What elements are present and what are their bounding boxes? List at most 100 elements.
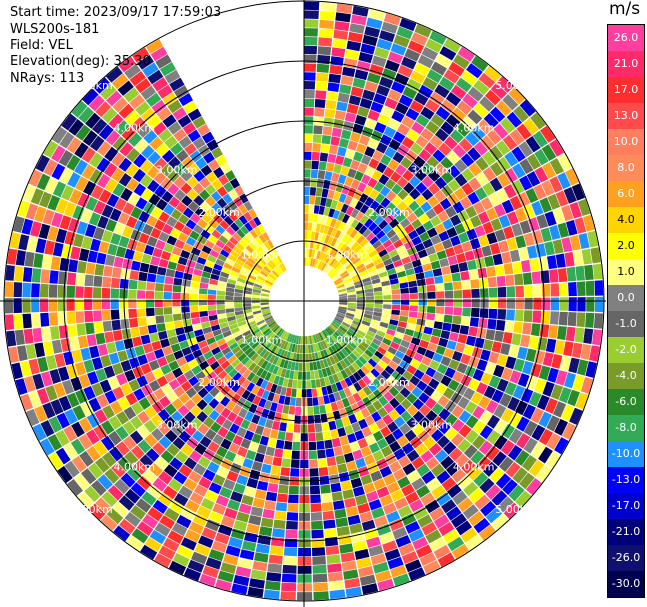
velocity-gate (68, 119, 84, 136)
velocity-gate (132, 366, 144, 379)
velocity-gate (130, 206, 143, 219)
velocity-gate (386, 510, 401, 523)
velocity-gate (364, 288, 374, 293)
velocity-gate (137, 411, 150, 424)
velocity-gate (288, 405, 296, 415)
velocity-gate (51, 145, 66, 163)
velocity-gate (211, 324, 221, 332)
velocity-gate (230, 491, 243, 503)
velocity-gate (128, 299, 137, 309)
velocity-gate (400, 234, 411, 245)
velocity-gate (509, 370, 522, 384)
velocity-gate (78, 417, 93, 433)
velocity-gate (344, 280, 354, 286)
velocity-gate (259, 435, 269, 446)
velocity-gate (75, 298, 84, 311)
velocity-gate (122, 258, 133, 270)
velocity-gate (441, 266, 451, 275)
velocity-gate (450, 214, 462, 227)
velocity-gate (266, 319, 275, 326)
velocity-gate (168, 379, 180, 390)
velocity-gate (177, 114, 192, 128)
velocity-gate (96, 394, 109, 408)
velocity-gate (190, 417, 203, 430)
velocity-gate (228, 274, 238, 281)
velocity-gate (495, 473, 512, 489)
velocity-gate (340, 379, 348, 389)
velocity-gate (168, 360, 180, 371)
velocity-gate (256, 346, 265, 355)
velocity-gate (158, 471, 173, 485)
velocity-gate (231, 346, 241, 355)
velocity-gate (407, 40, 425, 54)
velocity-gate (554, 437, 569, 455)
velocity-gate (122, 202, 135, 215)
colorbar-tick-label: 13.0 (613, 109, 639, 122)
velocity-gate (532, 130, 548, 148)
velocity-gate (13, 314, 23, 330)
velocity-gate (364, 26, 381, 38)
velocity-gate (445, 298, 454, 307)
velocity-gate (151, 428, 164, 442)
velocity-gate (408, 311, 418, 318)
velocity-gate (309, 459, 318, 468)
velocity-gate (329, 324, 337, 331)
velocity-gate (375, 262, 385, 270)
velocity-gate (32, 423, 47, 441)
velocity-gate (140, 334, 151, 345)
velocity-gate (216, 290, 226, 296)
velocity-gate (527, 245, 538, 259)
velocity-gate (398, 376, 409, 387)
velocity-gate (231, 583, 248, 595)
velocity-gate (387, 375, 398, 386)
velocity-gate (263, 266, 272, 274)
velocity-gate (306, 239, 311, 249)
velocity-gate (362, 228, 372, 238)
velocity-gate (503, 184, 517, 199)
velocity-gate (371, 354, 381, 364)
velocity-gate (304, 204, 309, 213)
velocity-gate (137, 54, 154, 70)
velocity-gate (366, 490, 379, 503)
velocity-gate (314, 370, 320, 379)
velocity-gate (304, 195, 310, 205)
velocity-gate (595, 296, 604, 313)
velocity-gate (413, 506, 429, 520)
velocity-gate (532, 310, 542, 323)
velocity-gate (211, 346, 221, 356)
velocity-gate (311, 249, 316, 258)
velocity-gate (107, 243, 118, 256)
velocity-gate (356, 303, 366, 307)
velocity-gate (220, 162, 232, 174)
velocity-gate (452, 371, 464, 383)
velocity-gate (367, 109, 380, 122)
velocity-gate (308, 424, 315, 433)
velocity-gate (441, 171, 454, 184)
velocity-gate (359, 511, 373, 523)
velocity-gate (392, 294, 401, 300)
velocity-gate (387, 51, 404, 64)
velocity-gate (160, 163, 174, 177)
velocity-gate (447, 484, 462, 499)
velocity-gate (51, 212, 63, 228)
velocity-gate (70, 246, 81, 260)
velocity-gate (206, 207, 217, 218)
velocity-gate (446, 462, 461, 477)
velocity-gate (482, 182, 495, 196)
velocity-gate (157, 266, 167, 276)
velocity-gate (137, 299, 146, 308)
velocity-gate (231, 266, 241, 274)
velocity-gate (234, 307, 243, 312)
velocity-gate (379, 30, 396, 43)
velocity-gate (254, 489, 267, 500)
velocity-gate (236, 317, 246, 323)
velocity-gate (177, 256, 188, 266)
velocity-gate (83, 386, 96, 401)
velocity-gate (246, 477, 259, 489)
velocity-gate (267, 563, 282, 573)
velocity-gate (94, 264, 105, 276)
velocity-gate (22, 184, 36, 202)
velocity-gate (227, 315, 236, 322)
velocity-gate (87, 371, 99, 385)
velocity-gate (204, 428, 217, 441)
